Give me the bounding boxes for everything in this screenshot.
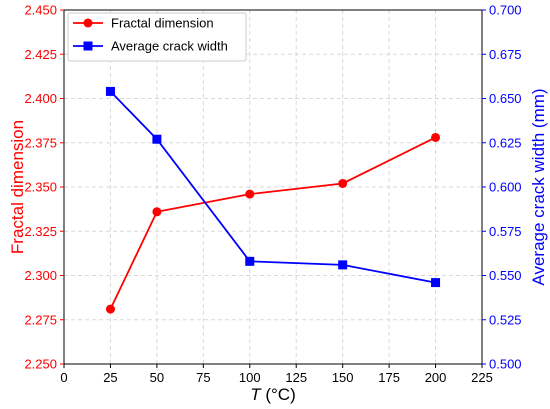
left-y-tick-label: 2.450 — [24, 3, 57, 18]
right-y-tick-label: 0.550 — [489, 268, 522, 283]
left-y-tick-label: 2.375 — [24, 135, 57, 150]
fractal-dimension-point — [152, 207, 162, 217]
legend-marker-fractal-dimension — [83, 18, 93, 28]
right-y-tick-label: 0.525 — [489, 312, 522, 327]
left-y-tick-label: 2.275 — [24, 312, 57, 327]
x-tick-label: 225 — [471, 370, 493, 385]
left-y-axis-title: Fractal dimension — [8, 120, 27, 254]
right-y-tick-label: 0.675 — [489, 47, 522, 62]
x-axis-title: T (°C) — [250, 385, 296, 404]
average-crack-width-point — [105, 86, 115, 96]
grid-layer — [64, 10, 482, 364]
right-y-tick-label: 0.600 — [489, 180, 522, 195]
average-crack-width-point — [152, 134, 162, 144]
x-tick-label: 25 — [103, 370, 117, 385]
average-crack-width-point — [245, 256, 255, 266]
x-tick-label: 50 — [150, 370, 164, 385]
legend-label-fractal-dimension: Fractal dimension — [111, 16, 214, 31]
fractal-dimension-point — [338, 178, 348, 188]
x-tick-label: 125 — [285, 370, 307, 385]
x-tick-label: 0 — [60, 370, 67, 385]
average-crack-width-point — [338, 260, 348, 270]
right-y-tick-label: 0.650 — [489, 91, 522, 106]
legend-marker-average-crack-width — [83, 41, 93, 51]
x-tick-label: 75 — [196, 370, 210, 385]
x-axis-unit: (°C) — [261, 385, 296, 404]
right-y-axis-title: Average crack width (mm) — [529, 88, 548, 285]
fractal-dimension-point — [245, 189, 255, 199]
x-tick-label: 175 — [378, 370, 400, 385]
left-y-tick-label: 2.300 — [24, 268, 57, 283]
left-y-tick-label: 2.250 — [24, 357, 57, 372]
average-crack-width-point — [431, 278, 441, 288]
x-tick-label: 150 — [332, 370, 354, 385]
fractal-dimension-point — [431, 132, 441, 142]
x-tick-label: 100 — [239, 370, 261, 385]
x-tick-label: 200 — [425, 370, 447, 385]
left-y-tick-label: 2.350 — [24, 180, 57, 195]
ticks-layer: 0 25 50 75 100 125 150 175 200 225 2.250 2.275 2.300… — [24, 3, 521, 386]
plot-frame — [63, 9, 483, 365]
legend-label-average-crack-width: Average crack width — [111, 39, 228, 54]
series-layer — [105, 86, 441, 314]
legend: Fractal dimension Average crack width — [67, 12, 247, 62]
right-y-tick-label: 0.500 — [489, 357, 522, 372]
fractal-dimension-series-line — [109, 136, 436, 310]
left-y-tick-label: 2.400 — [24, 91, 57, 106]
right-y-tick-label: 0.575 — [489, 224, 522, 239]
left-y-tick-label: 2.425 — [24, 47, 57, 62]
right-y-tick-label: 0.625 — [489, 135, 522, 150]
right-y-tick-label: 0.700 — [489, 3, 522, 18]
legend-box — [67, 12, 247, 62]
left-y-tick-label: 2.325 — [24, 224, 57, 239]
x-axis-variable: T — [250, 385, 262, 404]
fractal-dimension-point — [105, 304, 115, 314]
